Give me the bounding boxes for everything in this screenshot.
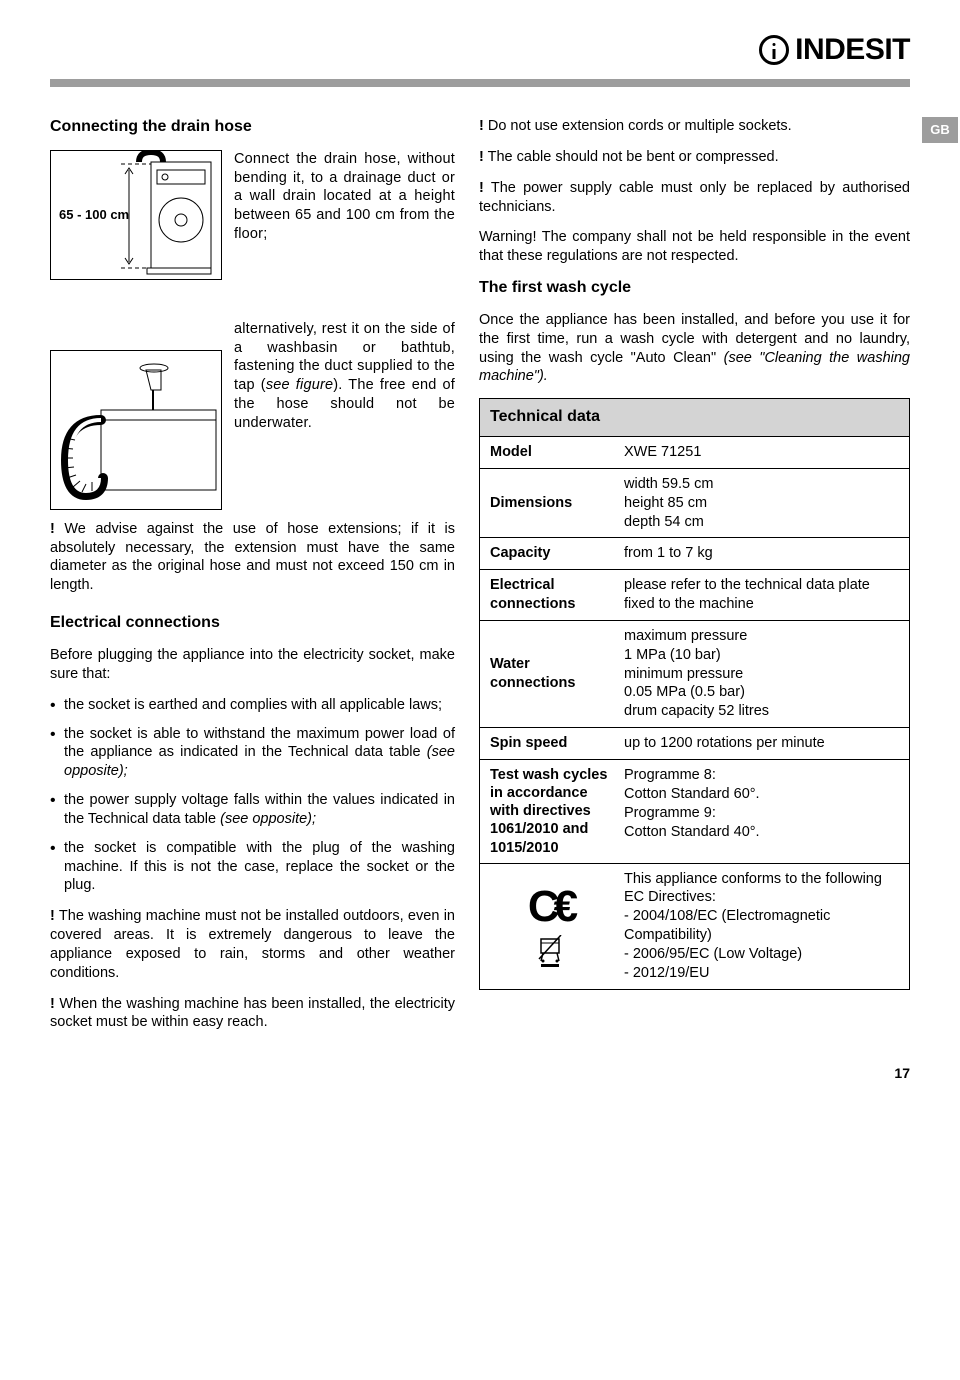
bullet-1: the socket is earthed and complies with … [50, 696, 455, 715]
electrical-title: Electrical connections [50, 613, 455, 634]
hose-extension-warning: ! We advise against the use of hose exte… [50, 520, 455, 595]
right-column: GB ! Do not use extension cords or multi… [479, 117, 910, 1044]
company-warning: Warning! The company shall not be held r… [479, 228, 910, 266]
tech-row-model: Model XWE 71251 [480, 437, 909, 469]
header-divider-bar [50, 79, 910, 87]
content-columns: Connecting the drain hose 65 [50, 117, 910, 1044]
bullet-3: the power supply voltage falls within th… [50, 791, 455, 829]
bullet-4: the socket is compatible with the plug o… [50, 839, 455, 896]
brand-text: INDESIT [795, 30, 910, 69]
fig2-wrapper [50, 290, 222, 510]
ce-weee-icons: C€ [480, 864, 620, 989]
brand-logo: INDESIT [759, 30, 910, 69]
tech-row-spin: Spin speed up to 1200 rotations per minu… [480, 728, 909, 760]
tech-row-capacity: Capacity from 1 to 7 kg [480, 538, 909, 570]
page-header: INDESIT [50, 30, 910, 69]
tech-header: Technical data [480, 399, 909, 437]
drain-hose-fig1-block: 65 - 100 cm Connect the drain hose, with… [50, 150, 455, 280]
ce-mark-icon: C€ [528, 885, 572, 929]
logo-icon [759, 35, 789, 65]
tech-row-ce: C€ This appliance conforms to the follow… [480, 864, 909, 989]
drain-hose-figure-1: 65 - 100 cm [50, 150, 222, 280]
ext-cord-warning: ! Do not use extension cords or multiple… [479, 117, 910, 136]
cable-bent-warning: ! The cable should not be bent or compre… [479, 148, 910, 167]
drain-hose-title: Connecting the drain hose [50, 117, 455, 138]
page-number: 17 [50, 1064, 910, 1082]
cable-replace-warning: ! The power supply cable must only be re… [479, 179, 910, 217]
electrical-bullet-list: the socket is earthed and complies with … [50, 696, 455, 896]
bullet-2: the socket is able to withstand the maxi… [50, 725, 455, 782]
tech-row-dimensions: Dimensions width 59.5 cm height 85 cm de… [480, 469, 909, 539]
first-wash-body: Once the appliance has been installed, a… [479, 311, 910, 386]
drain-para1: Connect the drain hose, without bending … [234, 150, 455, 280]
electrical-intro: Before plugging the appliance into the e… [50, 646, 455, 684]
outdoor-warning: ! The washing machine must not be instal… [50, 907, 455, 982]
tech-row-water: Water connections maximum pressure 1 MPa… [480, 621, 909, 728]
first-wash-title: The first wash cycle [479, 278, 910, 299]
language-tab: GB [922, 117, 958, 143]
drain-hose-figure-2 [50, 350, 222, 510]
drain-figure2-svg [51, 350, 221, 510]
drain-para2: alternatively, rest it on the side of a … [234, 290, 455, 510]
fig1-height-label: 65 - 100 cm [59, 207, 129, 224]
left-column: Connecting the drain hose 65 [50, 117, 455, 1044]
weee-icon [537, 935, 563, 967]
technical-data-table: Technical data Model XWE 71251 Dimension… [479, 398, 910, 989]
tech-row-electrical: Electrical connections please refer to t… [480, 570, 909, 621]
socket-reach-warning: ! When the washing machine has been inst… [50, 995, 455, 1033]
drain-hose-fig2-block: alternatively, rest it on the side of a … [50, 290, 455, 510]
tech-row-test: Test wash cycles in accordance with dire… [480, 760, 909, 864]
